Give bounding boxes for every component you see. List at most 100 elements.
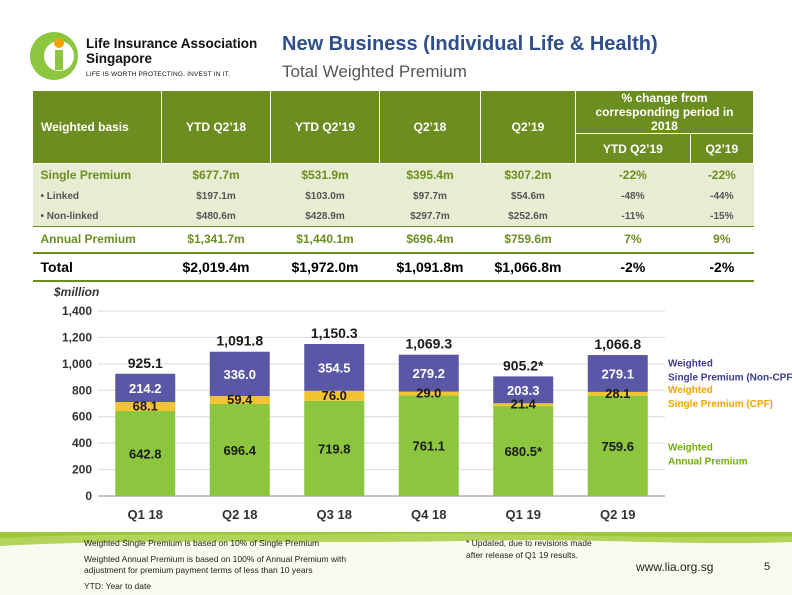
bar-segment — [587, 391, 648, 396]
cell: $103.0m — [270, 186, 380, 207]
cell: -48% — [575, 186, 691, 207]
cell: $297.7m — [379, 206, 481, 227]
col-header: YTD Q2’19 — [270, 90, 380, 164]
page-number: 5 — [764, 561, 771, 573]
footnote-updated-2: after release of Q1 19 results. — [466, 550, 578, 560]
y-tick-label: 200 — [72, 463, 92, 477]
x-tick-label: Q1 19 — [506, 507, 541, 522]
cell: $696.4m — [406, 232, 454, 247]
total-label: 905.2* — [503, 357, 544, 373]
org-name-line1: Life Insurance Association — [86, 36, 258, 51]
data-label: 28.1 — [605, 386, 630, 401]
y-tick-label: 1,200 — [62, 330, 92, 344]
total-label: 925.1 — [128, 355, 163, 371]
table-row: Annual Premium $1,341.7m $1,440.1m $696.… — [32, 226, 754, 253]
total-label: 1,069.3 — [405, 336, 452, 352]
bar-segment — [115, 402, 176, 412]
cell: $1,341.7m — [187, 232, 245, 247]
row-label: Annual Premium — [40, 232, 136, 247]
cell: $480.6m — [161, 206, 271, 227]
premium-table: Weighted basis YTD Q2’18 YTD Q2’19 Q2’18… — [32, 90, 755, 282]
data-label: 719.8 — [318, 441, 351, 456]
legend-entry: Single Premium (CPF) — [668, 399, 773, 410]
cell: $2,019.4m — [161, 251, 271, 282]
bar-segment — [304, 400, 365, 496]
tagline: LIFE IS WORTH PROTECTING. INVEST IN IT. — [86, 71, 231, 78]
cell: $54.6m — [480, 186, 576, 207]
table-row: • Non-linked $480.6m $428.9m $297.7m $25… — [32, 206, 754, 227]
legend-entry: Weighted — [668, 442, 713, 453]
data-label: 279.2 — [412, 366, 445, 381]
bars — [115, 343, 648, 496]
y-tick-label: 0 — [85, 489, 92, 503]
x-tick-label: Q2 19 — [600, 507, 635, 522]
cell: $1,440.1m — [296, 232, 354, 247]
data-label: 759.6 — [601, 439, 634, 454]
lia-logo-icon — [30, 32, 78, 80]
pct-change-header: % change from corresponding period in 20… — [575, 90, 754, 134]
footnote-annual-premium-1: Weighted Annual Premium is based on 100%… — [84, 554, 347, 564]
bar-segment — [209, 396, 270, 404]
cell: $428.9m — [270, 206, 380, 227]
footer-band — [0, 532, 792, 595]
cell: $395.4m — [379, 163, 481, 187]
data-label: 354.5 — [318, 360, 351, 375]
y-tick-label: 600 — [72, 410, 92, 424]
x-tick-label: Q1 18 — [128, 507, 163, 522]
cell: $531.9m — [270, 163, 380, 187]
website-link[interactable]: www.lia.org.sg — [636, 560, 714, 574]
y-tick-label: 800 — [72, 383, 92, 397]
x-tick-labels: Q1 18 Q2 18 Q3 18 Q4 18 Q1 19 Q2 19 — [128, 507, 636, 522]
footnote-ytd: YTD: Year to date — [84, 581, 152, 591]
data-label: 59.4 — [227, 392, 253, 407]
bar-segment — [493, 376, 554, 404]
cell: -44% — [690, 186, 754, 207]
y-tick-labels: 0 200 400 600 800 1,000 1,200 1,400 — [62, 304, 92, 503]
bar-segment — [209, 403, 270, 496]
data-label: 21.4 — [511, 397, 537, 412]
footnote-annual-premium-2: adjustment for premium payment terms of … — [84, 565, 313, 575]
bar-segment — [587, 355, 648, 392]
cell: 9% — [713, 232, 731, 247]
col-header: Q2’18 — [379, 90, 481, 164]
cell: $759.6m — [504, 232, 552, 247]
footnote-single-premium: Weighted Single Premium is based on 10% … — [84, 538, 320, 548]
stacked-bar-chart: 0 200 400 600 800 1,000 1,200 1,400 642.8 68.1 21… — [53, 285, 792, 522]
data-label: 214.2 — [129, 381, 162, 396]
x-tick-label: Q2 18 — [222, 507, 257, 522]
table-row: Single Premium $677.7m $531.9m $395.4m $… — [32, 163, 754, 187]
col-header: Q2’19 — [480, 90, 576, 164]
bar-segment — [587, 395, 648, 496]
legend-entry: Weighted — [668, 359, 713, 370]
cell: -22% — [690, 163, 754, 187]
data-label: 642.8 — [129, 447, 162, 462]
cell: $1,972.0m — [270, 251, 380, 282]
org-name-line2: Singapore — [86, 51, 153, 66]
data-label: 29.0 — [416, 386, 441, 401]
bar-segment — [115, 373, 176, 403]
col-header: YTD Q2’18 — [161, 90, 271, 164]
gridlines — [98, 310, 665, 497]
pct-subheader: YTD Q2’19 — [575, 133, 691, 164]
data-labels: 642.8 68.1 214.2 925.1 696.4 59.4 336.0 1,091.8… — [128, 325, 642, 462]
page-subtitle: Total Weighted Premium — [282, 62, 467, 81]
bar-segment — [398, 354, 459, 392]
row-label: • Non-linked — [32, 206, 162, 227]
data-label: 203.3 — [507, 383, 540, 398]
bar-segment — [398, 395, 459, 496]
y-tick-label: 1,400 — [62, 304, 92, 318]
total-label: 1,091.8 — [216, 333, 263, 349]
data-label: 76.0 — [322, 388, 347, 403]
cell: -15% — [690, 206, 754, 227]
org-name: Life Insurance Association Singapore — [86, 36, 257, 66]
cell: -2% — [575, 251, 691, 282]
y-tick-label: 1,000 — [62, 357, 92, 371]
cell: 7% — [624, 232, 642, 247]
cell: -2% — [690, 251, 754, 282]
cell: $252.6m — [480, 206, 576, 227]
legend-entry: Single Premium (Non-CPF) — [668, 373, 792, 384]
bar-segment — [304, 390, 365, 401]
bar-segment — [115, 411, 176, 496]
page-title: New Business (Individual Life & Health) — [282, 33, 658, 55]
footnote-updated-1: * Updated, due to revisions made — [466, 538, 592, 548]
